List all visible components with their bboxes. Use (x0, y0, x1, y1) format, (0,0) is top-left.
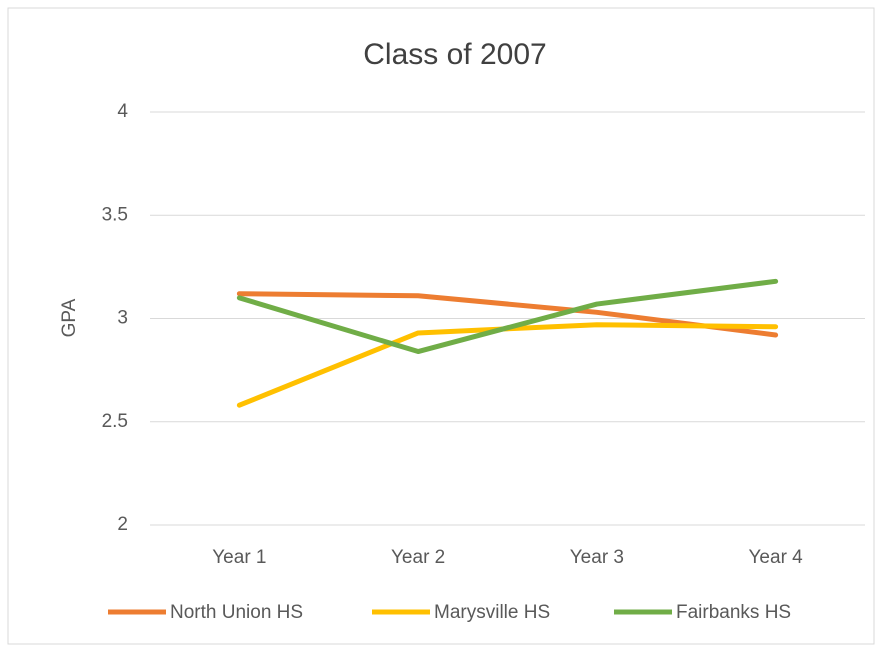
y-tick-label: 2.5 (102, 411, 128, 432)
y-tick-label: 3 (117, 308, 128, 329)
y-tick-label: 2 (117, 514, 128, 535)
y-tick-label: 3.5 (102, 204, 128, 225)
x-tick-label: Year 2 (391, 547, 445, 568)
legend-label: North Union HS (170, 602, 303, 623)
y-tick-label: 4 (117, 101, 128, 122)
x-tick-label: Year 3 (570, 547, 624, 568)
x-tick-label: Year 1 (212, 547, 266, 568)
chart-title: Class of 2007 (363, 38, 546, 71)
y-axis-label: GPA (59, 298, 80, 337)
series-line (236, 278, 779, 355)
x-tick-label: Year 4 (749, 547, 804, 568)
legend-label: Fairbanks HS (676, 602, 791, 623)
legend-label: Marysville HS (434, 602, 550, 623)
